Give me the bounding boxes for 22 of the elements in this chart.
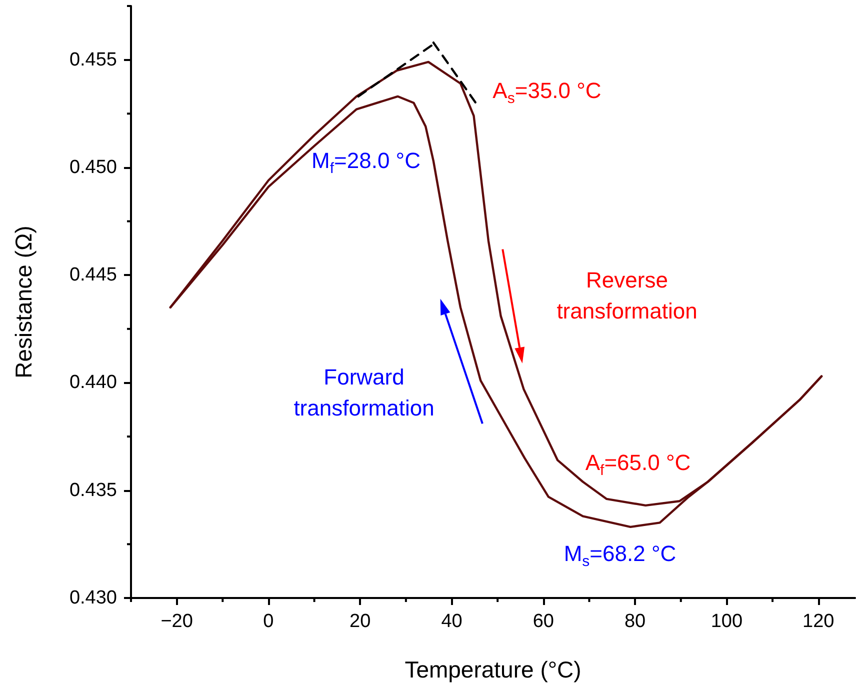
x-tick-label: 40 [441, 611, 462, 632]
annotation: A$_{s}$=35.0 °C [492, 78, 602, 107]
x-tick-label: −20 [160, 611, 193, 632]
x-tick-label: 20 [350, 611, 371, 632]
x-tick-label: 0 [263, 611, 274, 632]
y-tick-label: 0.445 [69, 264, 117, 286]
y-tick-label: 0.430 [69, 588, 117, 608]
annotation: Reverse transformation [556, 267, 698, 323]
annotation: M$_{s}$=68.2 °C [564, 540, 676, 570]
y-tick-label: 0.450 [69, 156, 117, 178]
x-tick-label: 80 [624, 611, 646, 632]
y-tick-label: 0.440 [69, 372, 117, 394]
annotation: A$_{f}$=65.0 °C [585, 450, 691, 479]
x-tick-label: 120 [802, 611, 834, 632]
annotation: Forward transformation [294, 364, 434, 420]
x-tick-label: 100 [710, 611, 743, 632]
x-axis-title: Temperature (°C) [404, 656, 582, 682]
y-tick-label: 0.435 [69, 480, 117, 501]
annotation: M$_{f}$=28.0 °C [312, 148, 421, 177]
y-axis-title: Resistance (Ω) [10, 226, 36, 378]
y-tick-label: 0.455 [69, 49, 117, 70]
x-tick-label: 60 [532, 611, 554, 632]
